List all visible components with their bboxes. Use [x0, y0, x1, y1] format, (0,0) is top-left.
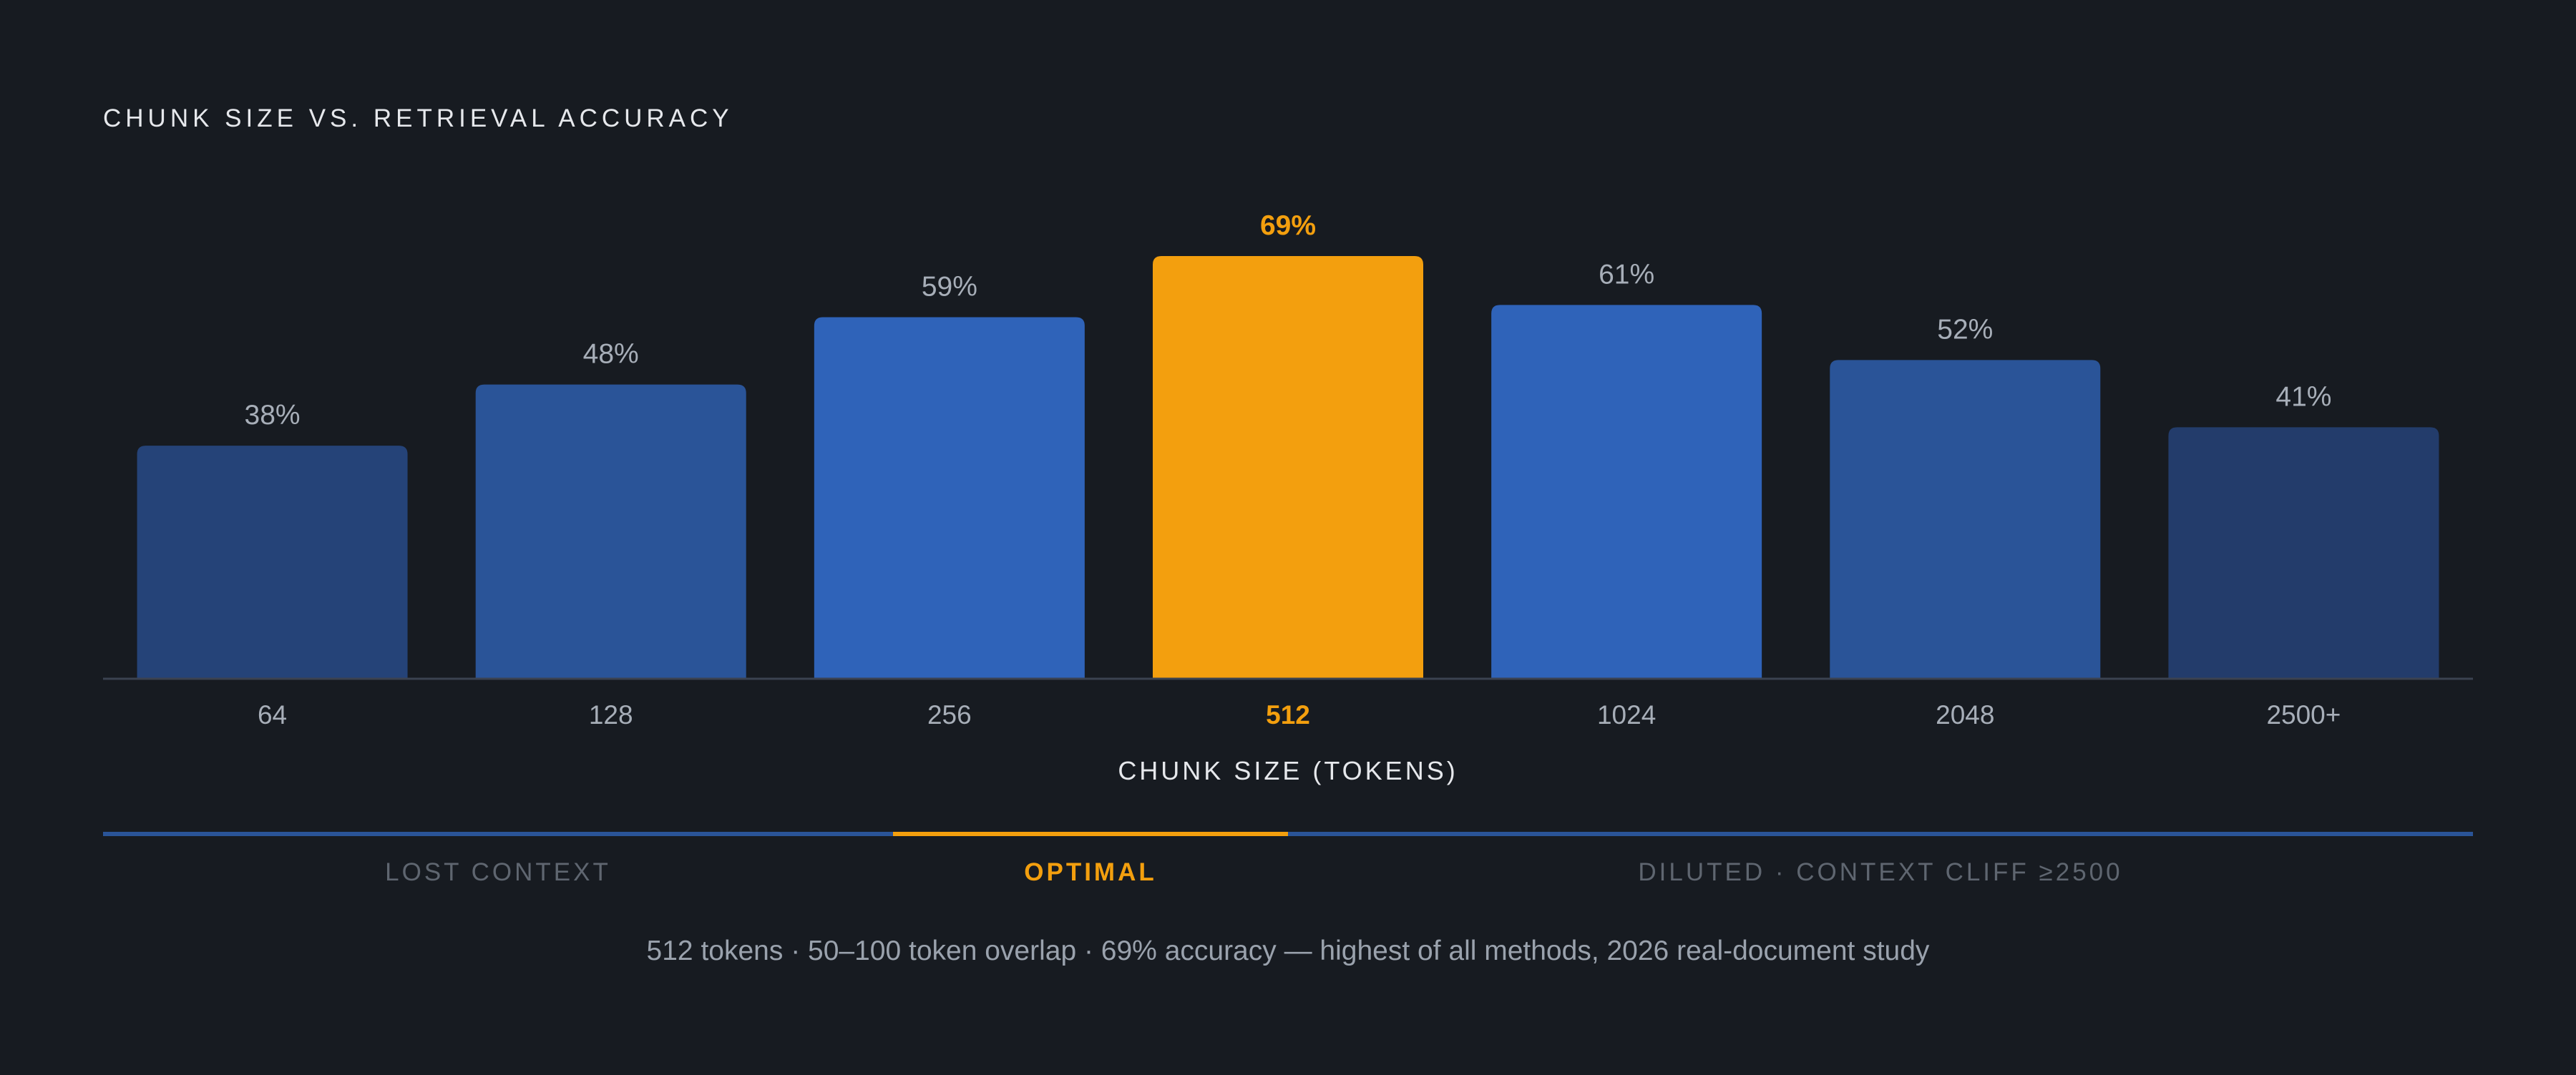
x-tick-label-256: 256 — [927, 700, 972, 730]
bar-64 — [137, 446, 408, 678]
range-line-diluted — [1288, 832, 2473, 836]
x-tick-label-64: 64 — [258, 700, 287, 730]
x-tick-label-512: 512 — [1266, 700, 1310, 730]
x-tick-label-2500+: 2500+ — [2266, 700, 2341, 730]
range-line-optimal — [893, 832, 1288, 836]
value-label-64: 38% — [245, 400, 301, 431]
range-line-lost-context — [103, 832, 893, 836]
x-tick-labels: 64 128 256 512 1024 2048 2500+ — [258, 700, 2341, 730]
bar-256 — [814, 317, 1085, 678]
x-axis-title: CHUNK SIZE (TOKENS) — [1118, 756, 1458, 785]
value-label-128: 48% — [583, 339, 639, 370]
value-label-512: 69% — [1260, 210, 1316, 241]
value-label-2048: 52% — [1937, 314, 1993, 345]
bar-512 — [1153, 256, 1423, 678]
bar-2500+ — [2168, 427, 2439, 678]
chart-title: CHUNK SIZE VS. RETRIEVAL ACCURACY — [103, 104, 733, 132]
value-label-1024: 61% — [1599, 259, 1654, 290]
x-tick-label-2048: 2048 — [1936, 700, 1994, 730]
x-tick-label-1024: 1024 — [1597, 700, 1656, 730]
x-tick-label-128: 128 — [589, 700, 633, 730]
value-label-256: 59% — [922, 272, 977, 303]
bars-layer — [137, 256, 2439, 679]
bar-2048 — [1830, 360, 2101, 678]
footnote: 512 tokens · 50–100 token overlap · 69% … — [646, 936, 1930, 966]
bar-128 — [475, 384, 746, 678]
range-label-optimal: OPTIMAL — [1024, 858, 1157, 886]
range-label-diluted: DILUTED · CONTEXT CLIFF ≥2500 — [1638, 858, 2123, 886]
bar-1024 — [1491, 305, 1762, 679]
value-label-2500+: 41% — [2275, 381, 2331, 412]
range-label-lost-context: LOST CONTEXT — [385, 858, 611, 886]
value-labels-layer: 38% 48% 59% 69% 61% 52% 41% — [245, 210, 2332, 431]
